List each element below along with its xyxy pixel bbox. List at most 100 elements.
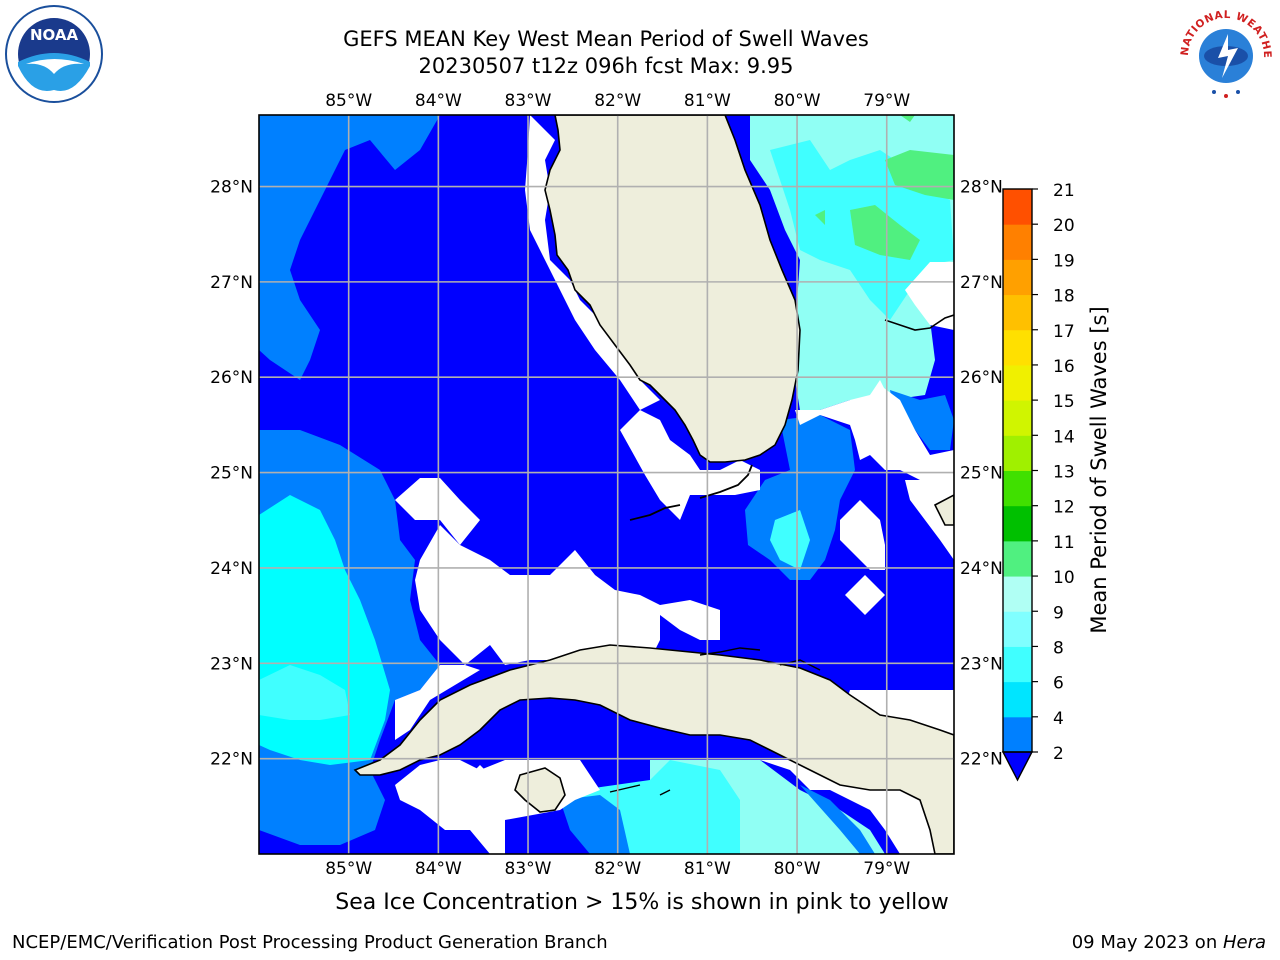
lon-tick-label-top: 80°W xyxy=(774,91,821,111)
lon-tick-label-bottom: 79°W xyxy=(863,859,910,879)
contour-lightcyan-west xyxy=(259,665,350,720)
colorbar-label: Mean Period of Swell Waves [s] xyxy=(1087,306,1111,633)
lat-tick-label-left: 27°N xyxy=(210,273,253,293)
colorbar-tick-label: 16 xyxy=(1053,357,1075,377)
lat-tick-label-left: 23°N xyxy=(210,654,253,674)
sea-ice-note: Sea Ice Concentration > 15% is shown in … xyxy=(335,890,949,915)
nodata-cuba-west xyxy=(395,665,480,740)
colorbar-segment xyxy=(1003,294,1032,331)
nodata-diamond-1 xyxy=(460,765,500,805)
lon-ticks-top: 85°W 84°W 83°W 82°W 81°W 80°W 79°W xyxy=(325,91,910,111)
lat-tick-label-right: 28°N xyxy=(960,178,1003,198)
colorbar-tick-label: 10 xyxy=(1053,568,1075,588)
colorbar-tick-label: 18 xyxy=(1053,287,1075,307)
nodata-florida-tip xyxy=(620,410,760,520)
nodata-hispaniola-gap xyxy=(905,480,954,560)
colorbar-tick-label: 19 xyxy=(1053,251,1075,271)
footer-host: Hera xyxy=(1222,932,1266,953)
land-florida xyxy=(544,115,801,463)
colorbar-tick-label: 8 xyxy=(1053,638,1064,658)
colorbar-extend-arrow xyxy=(1001,751,1034,782)
colorbar-segment xyxy=(1003,540,1032,577)
colorbar-segment xyxy=(1003,400,1032,436)
lon-tick-label-top: 83°W xyxy=(505,91,552,111)
lat-tick-label-right: 27°N xyxy=(960,273,1003,293)
lat-tick-label-right: 26°N xyxy=(960,368,1003,388)
colorbar-tick-label: 21 xyxy=(1053,181,1075,201)
contour-green-top xyxy=(900,115,915,122)
lat-tick-label-left: 24°N xyxy=(210,559,253,579)
lon-tick-label-bottom: 80°W xyxy=(774,859,821,879)
chart-subtitle: 20230507 t12z 096h fcst Max: 9.95 xyxy=(418,54,794,78)
lon-tick-label-top: 79°W xyxy=(863,91,910,111)
footer-credit: NCEP/EMC/Verification Post Processing Pr… xyxy=(12,932,608,953)
lon-tick-label-top: 82°W xyxy=(594,91,641,111)
nws-logo: NATIONAL WEATHER SERVICE xyxy=(1176,4,1274,102)
colorbar-segment xyxy=(1003,329,1032,366)
colorbar-tick-label: 15 xyxy=(1053,392,1075,412)
colorbar-segment xyxy=(1003,470,1032,507)
lat-tick-label-left: 25°N xyxy=(210,464,253,484)
lon-tick-label-top: 85°W xyxy=(325,91,372,111)
colorbar-segment xyxy=(1003,576,1032,612)
lon-ticks-bottom: 85°W 84°W 83°W 82°W 81°W 80°W 79°W xyxy=(325,859,910,879)
lon-tick-label-top: 81°W xyxy=(684,91,731,111)
colorbar-segment xyxy=(1003,259,1032,296)
lat-tick-label-right: 23°N xyxy=(960,654,1003,674)
nodata-bahamas-south xyxy=(840,500,885,570)
nodata-florida-strait xyxy=(415,525,720,665)
lon-tick-label-bottom: 81°W xyxy=(684,859,731,879)
colorbar-tick-label: 12 xyxy=(1053,498,1075,518)
colorbar-segment xyxy=(1003,505,1032,542)
colorbar-tick-label: 4 xyxy=(1053,709,1064,729)
colorbar-segment xyxy=(1003,611,1032,647)
colorbar-segment xyxy=(1003,364,1032,401)
colorbar-tick-label: 6 xyxy=(1053,674,1064,694)
lon-tick-label-bottom: 83°W xyxy=(505,859,552,879)
lat-tick-label-right: 25°N xyxy=(960,464,1003,484)
lat-tick-label-right: 22°N xyxy=(960,750,1003,770)
nodata-florida-west-coast xyxy=(525,115,660,410)
map-frame xyxy=(258,114,955,855)
colorbar-segment xyxy=(1003,646,1032,683)
lat-tick-label-right: 24°N xyxy=(960,559,1003,579)
colorbar-segment xyxy=(1003,716,1032,753)
land-keys xyxy=(629,464,753,521)
colorbar-tick-label: 9 xyxy=(1053,603,1064,623)
lat-tick-label-left: 26°N xyxy=(210,368,253,388)
land-cuba-cays xyxy=(609,647,821,796)
nodata-diamond-2 xyxy=(845,575,885,615)
colorbar-tick-label: 11 xyxy=(1053,533,1075,553)
contour-blue-bahamas xyxy=(890,390,954,450)
footer-date-text: 09 May 2023 on xyxy=(1071,932,1223,953)
land-grand-bahama xyxy=(884,314,954,331)
contour-white-ne xyxy=(905,262,954,330)
colorbar-tick-label: 17 xyxy=(1053,322,1075,342)
lat-tick-label-left: 22°N xyxy=(210,750,253,770)
lon-tick-label-top: 84°W xyxy=(415,91,462,111)
land-cuba xyxy=(353,644,954,854)
lon-tick-label-bottom: 85°W xyxy=(325,859,372,879)
noaa-logo: NOAA xyxy=(5,5,103,103)
lat-ticks-left: 28°N 27°N 26°N 25°N 24°N 23°N 22°N xyxy=(210,178,253,770)
contour-blue-strip xyxy=(800,785,875,854)
colorbar-tick-label: 2 xyxy=(1053,744,1064,764)
lon-tick-label-bottom: 82°W xyxy=(594,859,641,879)
colorbar: 21 20 19 18 17 16 15 14 13 12 11 10 9 8 6 4 2 xyxy=(1001,181,1075,782)
colorbar-segment xyxy=(1003,189,1032,225)
nodata-gulf-islands xyxy=(395,478,480,545)
grid-lines xyxy=(259,115,954,854)
colorbar-segment xyxy=(1003,435,1032,471)
contour-blue-south xyxy=(560,795,630,854)
lon-tick-label-bottom: 84°W xyxy=(415,859,462,879)
chart-title: GEFS MEAN Key West Mean Period of Swell … xyxy=(343,27,869,51)
colorbar-tick-label: 13 xyxy=(1053,463,1075,483)
contour-blue-northwest xyxy=(259,115,440,380)
footer-date: 09 May 2023 on Hera xyxy=(1072,932,1266,953)
colorbar-tick-label: 20 xyxy=(1053,216,1075,236)
lat-ticks-right: 28°N 27°N 26°N 25°N 24°N 23°N 22°N xyxy=(960,178,1003,770)
contour-green-mid xyxy=(850,205,920,260)
land-bahamas-east xyxy=(933,494,954,526)
noaa-logo-text: NOAA xyxy=(30,26,79,44)
